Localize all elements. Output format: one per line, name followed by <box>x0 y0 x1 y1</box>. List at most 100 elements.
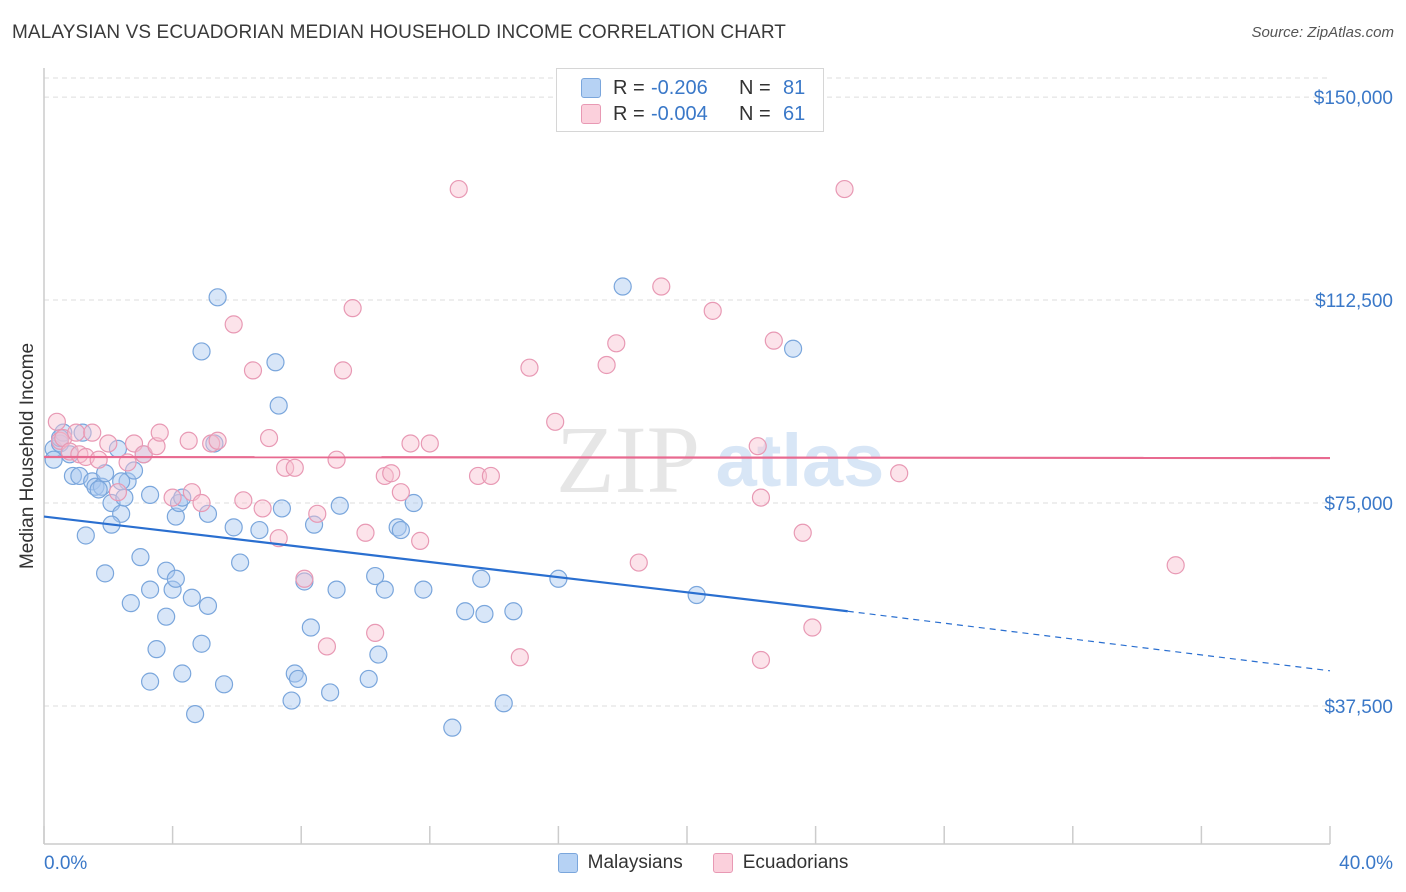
malaysian-point <box>269 396 288 415</box>
malaysian-point <box>330 496 349 515</box>
ecuadorian-point <box>607 334 626 353</box>
ecuadorian-point <box>420 434 439 453</box>
malaysian-point <box>95 564 115 583</box>
legend-label: Ecuadorians <box>742 852 849 873</box>
malaysian-point <box>321 683 340 702</box>
malaysian-point <box>388 518 407 537</box>
malaysian-point <box>391 520 410 540</box>
malaysian-point <box>166 507 185 526</box>
ecuadorian-point <box>179 431 198 450</box>
malaysian-point <box>472 569 491 588</box>
malaysian-point <box>186 704 205 724</box>
malaysian-point <box>224 518 243 537</box>
ecuadorian-point <box>890 464 909 483</box>
ecuadorian-point <box>308 504 327 523</box>
malaysian-point <box>369 645 388 664</box>
ecuadorian-point <box>366 623 385 643</box>
malaysian-point <box>173 664 192 683</box>
malaysian-point <box>182 588 201 607</box>
malaysian-point <box>404 493 423 513</box>
ecuadorian-point <box>234 491 253 510</box>
malaysian-point <box>173 488 192 507</box>
legend-row-malaysians: R = -0.206 N = 81 <box>581 76 805 100</box>
ecuadorian-point <box>652 277 671 296</box>
trend-lines <box>43 455 1331 672</box>
ecuadorian-point <box>253 499 272 518</box>
malaysians-swatch <box>581 78 601 98</box>
ecuadorian-point <box>546 412 565 431</box>
legend-item-ecuadorians: Ecuadorians <box>712 852 849 874</box>
ecuadorian-point <box>83 423 102 442</box>
malaysian-point <box>163 580 182 599</box>
malaysian-point <box>327 580 346 599</box>
malaysians-swatch <box>557 853 578 873</box>
chart-title: MALAYSIAN VS ECUADORIAN MEDIAN HOUSEHOLD… <box>12 22 787 43</box>
y-tick-label: $150,000 <box>1314 88 1393 109</box>
ecuadorian-point <box>269 529 288 548</box>
ecuadorian-point <box>468 466 488 486</box>
malaysian-point <box>366 566 385 586</box>
ecuadorian-point <box>224 315 243 334</box>
malaysian-point <box>198 596 218 615</box>
ecuadorians-swatch <box>712 853 733 873</box>
malaysian-point <box>63 466 83 486</box>
ecuadorian-point <box>67 423 86 442</box>
ecuadorian-point <box>401 434 420 453</box>
ecuadorian-point <box>89 450 108 469</box>
malaysian-trend-line <box>43 515 848 613</box>
malaysian-point <box>475 604 494 624</box>
malaysian-point <box>157 607 176 626</box>
malaysian-point <box>282 691 301 710</box>
ecuadorian-point <box>703 301 722 320</box>
ecuadorian-point <box>285 458 304 477</box>
ecuadorian-point <box>520 358 539 377</box>
y-axis-label: Median Household Income <box>17 342 38 570</box>
tick-labels: $37,500 $75,000 $112,500 $150,000 0.0% 40.0% <box>44 88 1393 874</box>
ecuadorian-point <box>192 493 211 513</box>
ecuadorian-point <box>481 466 500 486</box>
legend-row-ecuadorians: R = -0.004 N = 61 <box>581 102 805 126</box>
ecuadorian-trend-line <box>43 455 1331 460</box>
ecuadorian-point <box>147 437 166 456</box>
malaysian-point <box>304 515 324 534</box>
malaysian-point <box>266 353 285 372</box>
malaysian-point <box>613 277 632 296</box>
ecuadorian-point <box>510 648 529 667</box>
ecuadorian-point <box>150 423 169 442</box>
malaysian-point <box>208 288 227 307</box>
ecuadorian-point <box>793 523 812 542</box>
malaysian-point <box>44 450 63 469</box>
r-label: R = <box>613 76 645 99</box>
malaysian-point <box>121 594 140 613</box>
ecuadorian-point <box>163 488 182 507</box>
malaysian-point <box>504 602 523 621</box>
legend-item-malaysians: Malaysians <box>557 852 683 874</box>
ecuadorian-point <box>259 428 279 448</box>
axes <box>43 68 1331 845</box>
ecuadorian-point <box>449 179 468 199</box>
ecuadorian-point <box>243 361 263 380</box>
malaysian-point <box>73 423 92 442</box>
malaysian-point <box>456 602 475 621</box>
malaysian-point <box>250 520 269 540</box>
r-value: -0.004 <box>651 102 708 125</box>
malaysian-point <box>198 504 218 523</box>
correlation-legend: R = -0.206 N = 81 R = -0.004 N = 61 <box>556 68 824 132</box>
ecuadorian-point <box>108 483 128 502</box>
malaysian-point <box>140 485 160 504</box>
malaysian-point <box>112 472 131 491</box>
source-credit: Source: ZipAtlas.com <box>1251 24 1394 41</box>
malaysian-point <box>89 480 108 499</box>
ecuadorian-point <box>356 523 375 542</box>
n-label: N = <box>739 102 771 125</box>
ecuadorian-point <box>333 361 353 380</box>
n-value: 61 <box>783 102 806 125</box>
series-legend: Malaysians Ecuadorians <box>0 852 1406 874</box>
malaysian-point <box>131 548 150 567</box>
ecuadorian-point <box>343 299 362 318</box>
ecuadorian-point <box>327 450 346 469</box>
ecuadorian-point <box>751 650 771 670</box>
y-tick-label: $37,500 <box>1324 697 1393 718</box>
watermark-zip: ZIP <box>556 406 700 513</box>
